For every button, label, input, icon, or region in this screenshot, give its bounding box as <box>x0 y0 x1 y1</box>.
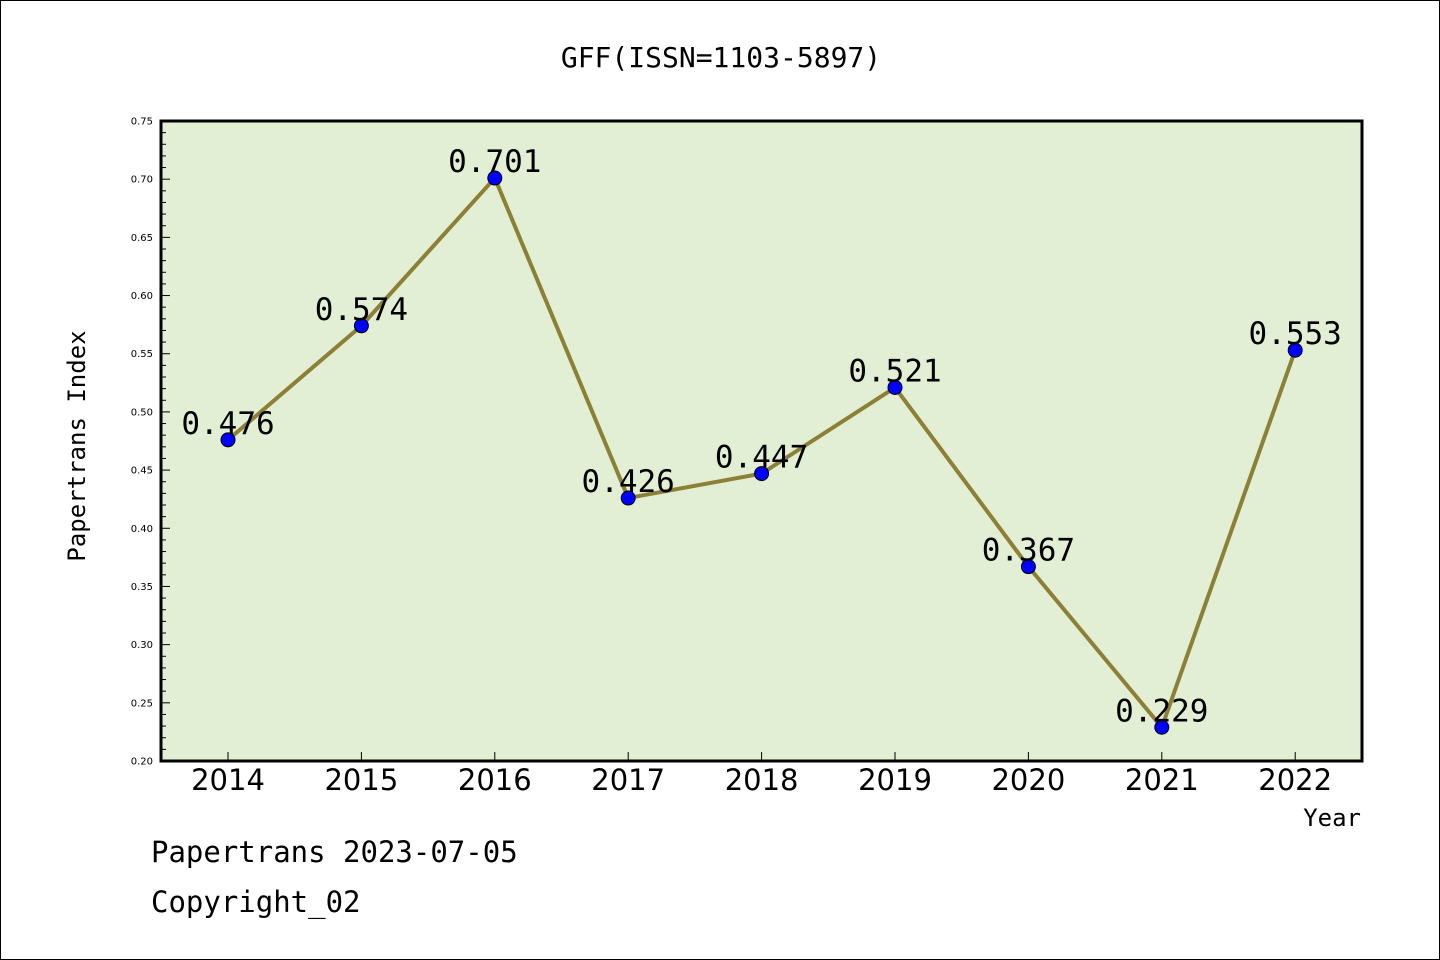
x-axis-ticks: 2014 2015 2016 2017 2018 2019 2020 2021 2022 <box>191 752 1332 797</box>
data-point <box>1020 559 1036 575</box>
x-tick-label: 2022 <box>1258 763 1332 797</box>
data-point <box>754 466 770 482</box>
x-tick-label: 2014 <box>191 763 265 797</box>
x-axis-label: Year <box>1303 804 1361 832</box>
y-tick-label: 0.50 <box>131 407 153 418</box>
footer-date-text: Papertrans 2023-07-05 <box>151 835 518 869</box>
y-tick-label: 0.25 <box>131 698 153 709</box>
data-point <box>353 318 369 334</box>
data-label: 0.553 <box>1249 316 1342 352</box>
chart-title: GFF(ISSN=1103-5897) <box>561 41 881 74</box>
y-axis-ticks: 0.20 0.25 0.30 0.35 0.40 0.45 0.50 0.55 0.60 0.65… <box>131 117 170 768</box>
x-tick-label: 2016 <box>458 763 532 797</box>
data-point <box>1154 719 1170 735</box>
y-tick-label: 0.55 <box>131 349 153 360</box>
data-label: 0.447 <box>715 440 808 476</box>
points-layer <box>220 170 1303 735</box>
y-tick-label: 0.35 <box>131 582 153 593</box>
x-tick-label: 2020 <box>991 763 1065 797</box>
data-label: 0.574 <box>315 292 408 328</box>
data-labels-layer: 0.476 0.574 0.701 0.426 0.447 0.521 0.367 0.229… <box>181 144 1342 729</box>
data-label: 0.367 <box>982 533 1075 569</box>
data-point <box>620 490 636 506</box>
footer-copyright-text: Copyright_02 <box>151 885 361 919</box>
plot-area <box>161 121 1362 761</box>
data-label: 0.426 <box>582 464 675 500</box>
y-tick-label: 0.45 <box>131 466 153 477</box>
y-axis-label: Papertrans Index <box>63 330 91 561</box>
x-tick-label: 2018 <box>725 763 799 797</box>
y-tick-label: 0.40 <box>131 524 153 535</box>
data-label: 0.701 <box>448 144 541 180</box>
y-tick-label: 0.75 <box>131 117 153 128</box>
data-point <box>887 379 903 395</box>
y-tick-label: 0.30 <box>131 640 153 651</box>
data-point <box>220 432 236 448</box>
x-tick-label: 2015 <box>324 763 398 797</box>
y-tick-label: 0.20 <box>131 757 153 768</box>
y-tick-label: 0.70 <box>131 175 153 186</box>
y-tick-label: 0.65 <box>131 233 153 244</box>
y-tick-label: 0.60 <box>131 291 153 302</box>
data-point <box>487 170 503 186</box>
data-label: 0.229 <box>1115 693 1208 729</box>
x-tick-label: 2019 <box>858 763 932 797</box>
x-tick-label: 2017 <box>591 763 665 797</box>
x-tick-label: 2021 <box>1125 763 1199 797</box>
plot-frame <box>159 119 1364 763</box>
data-point <box>1287 342 1303 358</box>
data-label: 0.521 <box>848 353 941 389</box>
data-label: 0.476 <box>181 406 274 442</box>
